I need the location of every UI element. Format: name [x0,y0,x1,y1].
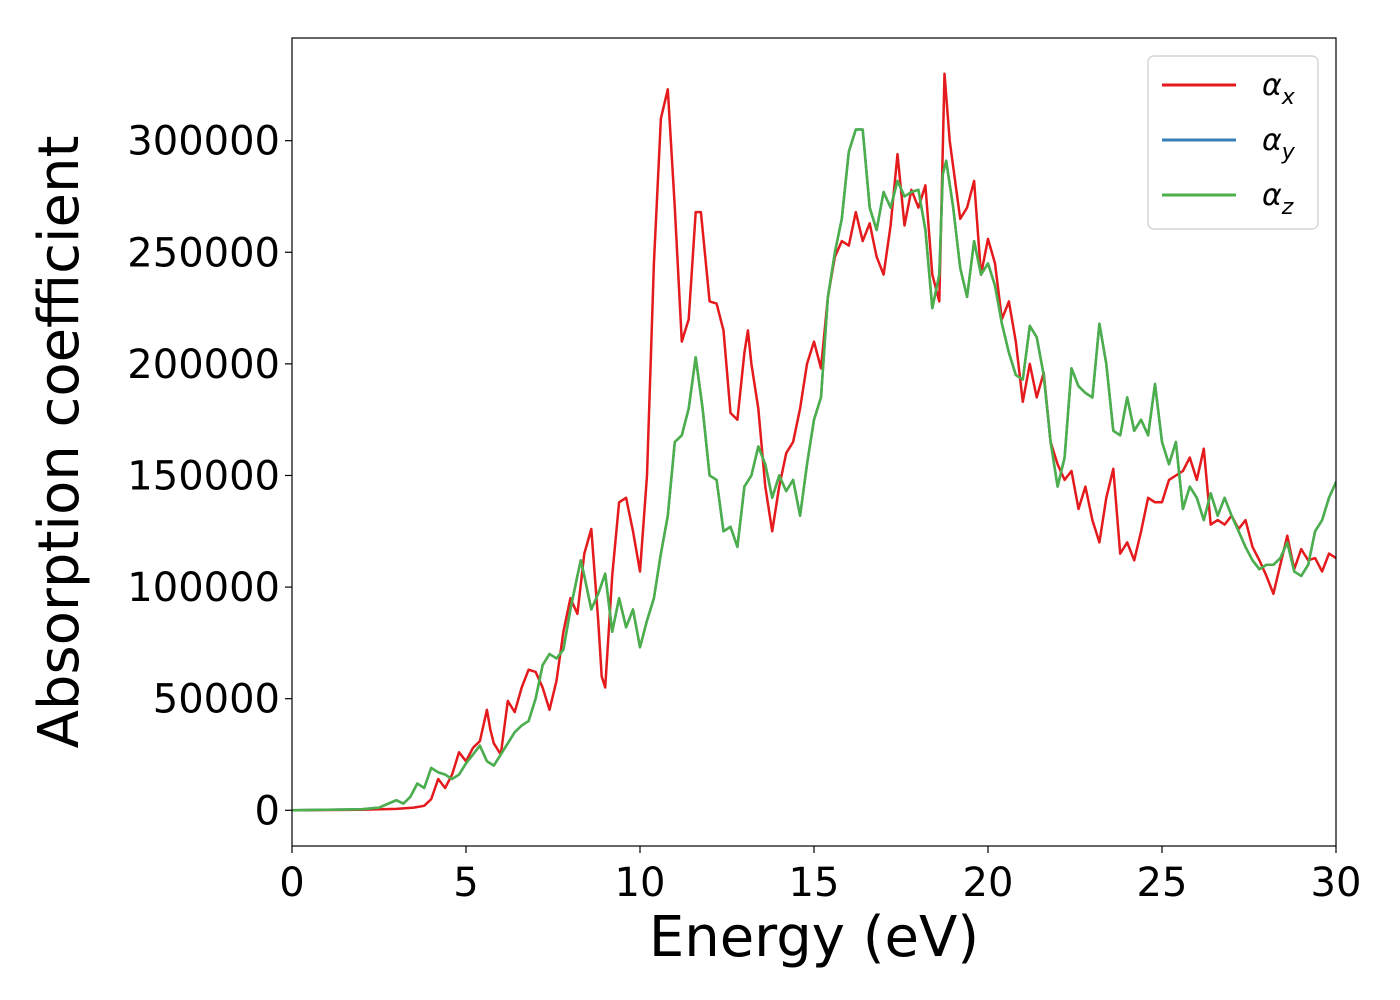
legend-label-alpha-y: αy [1262,123,1296,165]
x-tick-label: 30 [1311,860,1362,906]
legend-label-alpha-x: αx [1262,68,1296,110]
x-tick-label: 0 [279,860,304,906]
y-tick-label: 250000 [127,230,280,276]
x-tick-label: 25 [1137,860,1188,906]
y-tick-label: 300000 [127,119,280,165]
x-axis-label: Energy (eV) [649,905,979,970]
legend-label-alpha-z: αz [1262,178,1294,220]
y-tick-label: 100000 [127,565,280,611]
x-tick-label: 20 [963,860,1014,906]
y-tick-label: 150000 [127,453,280,499]
y-tick-label: 0 [255,788,280,834]
legend-box [1147,55,1319,230]
y-tick-label: 200000 [127,342,280,388]
y-axis: 0 50000 100000 150000 200000 250000 300000 [127,119,292,834]
y-tick-label: 50000 [153,677,280,723]
x-axis: 0 5 10 15 20 25 30 [279,846,1361,906]
x-tick-label: 5 [453,860,478,906]
legend: αx αy αz [1147,55,1319,230]
series-line-alpha-x [292,72,1336,812]
series-layer [292,72,1336,812]
series-line-alpha-z [292,128,1336,812]
y-axis-label: Absorption coefficient [27,136,92,749]
x-tick-label: 15 [789,860,840,906]
x-tick-label: 10 [615,860,666,906]
